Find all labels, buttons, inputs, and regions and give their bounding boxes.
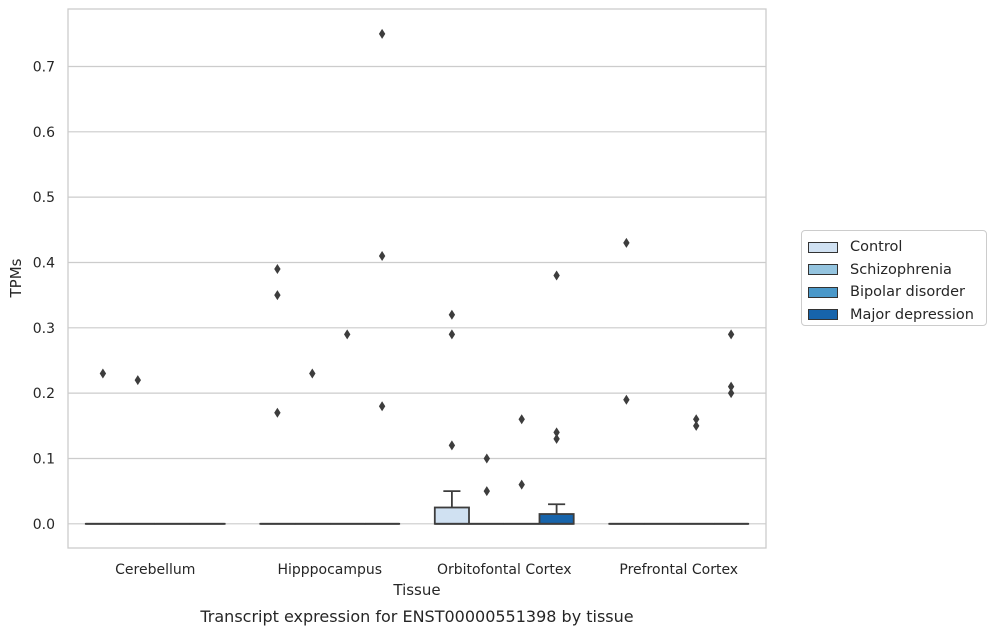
outlier-point xyxy=(727,329,735,340)
outlier-point xyxy=(483,453,490,464)
outlier-point xyxy=(623,237,630,248)
legend-swatch xyxy=(808,241,838,253)
legend: Control Schizophrenia Bipolar disorder Majo… xyxy=(801,230,987,326)
outlier-point xyxy=(274,407,281,418)
x-axis-label: Tissue xyxy=(392,581,440,599)
outlier-point xyxy=(518,414,525,425)
outlier-point xyxy=(448,309,456,320)
x-tick-label: Orbitofontal Cortex xyxy=(437,562,572,578)
outlier-point xyxy=(344,329,351,340)
legend-swatch xyxy=(808,309,838,320)
outlier-point xyxy=(134,375,141,386)
x-tick-label: Hipppocampus xyxy=(277,562,382,578)
legend-label: Control xyxy=(850,239,903,255)
y-tick-label: 0.5 xyxy=(33,190,55,206)
y-tick-label: 0.0 xyxy=(33,517,55,533)
legend-item: Schizophrenia xyxy=(808,260,952,280)
outlier-point xyxy=(553,270,560,281)
y-tick-labels: 0.0 0.1 0.2 0.3 0.4 0.5 0.6 0.7 xyxy=(33,59,55,532)
legend-label: Schizophrenia xyxy=(850,261,952,278)
legend-item: Bipolar disorder xyxy=(808,282,965,302)
y-tick-label: 0.2 xyxy=(33,386,55,402)
y-tick-label: 0.1 xyxy=(33,451,55,467)
y-tick-label: 0.4 xyxy=(33,255,55,271)
outlier-point xyxy=(448,329,456,340)
legend-swatch xyxy=(808,286,838,298)
outliers xyxy=(99,28,735,497)
outlier-point xyxy=(727,388,735,399)
outlier-point xyxy=(378,401,386,412)
box-0-2 xyxy=(433,506,470,525)
legend-swatch xyxy=(808,264,838,275)
outlier-point xyxy=(727,381,735,392)
legend-label: Major depression xyxy=(850,306,974,323)
outlier-point xyxy=(693,420,700,431)
y-tick-label: 0.7 xyxy=(33,59,55,75)
outlier-point xyxy=(553,433,560,444)
outlier-point xyxy=(378,28,386,39)
x-tick-label: Cerebellum xyxy=(115,562,195,578)
outlier-point xyxy=(378,250,386,261)
x-tick-labels: Cerebellum Hipppocampus Orbitofontal Corte… xyxy=(115,562,738,578)
y-tick-label: 0.3 xyxy=(33,321,55,337)
boxes xyxy=(84,490,750,525)
legend-item: Control xyxy=(808,237,902,257)
outlier-point xyxy=(274,290,281,301)
y-tick-label: 0.6 xyxy=(33,125,55,141)
y-axis-label: TPMs xyxy=(7,258,25,298)
outlier-point xyxy=(99,368,107,379)
outlier-point xyxy=(483,486,490,497)
x-tick-label: Prefrontal Cortex xyxy=(619,562,738,578)
outlier-point xyxy=(309,368,316,379)
outlier-point xyxy=(623,394,630,405)
chart-caption: Transcript expression for ENST0000055139… xyxy=(199,607,633,626)
outlier-point xyxy=(553,427,560,438)
outlier-point xyxy=(448,440,456,451)
outlier-point xyxy=(274,264,281,275)
legend-item: Major depression xyxy=(808,305,974,325)
box-3-2 xyxy=(538,513,575,525)
outlier-point xyxy=(518,479,525,490)
plot-area xyxy=(67,8,767,549)
legend-label: Bipolar disorder xyxy=(850,284,965,300)
outlier-point xyxy=(693,414,700,425)
